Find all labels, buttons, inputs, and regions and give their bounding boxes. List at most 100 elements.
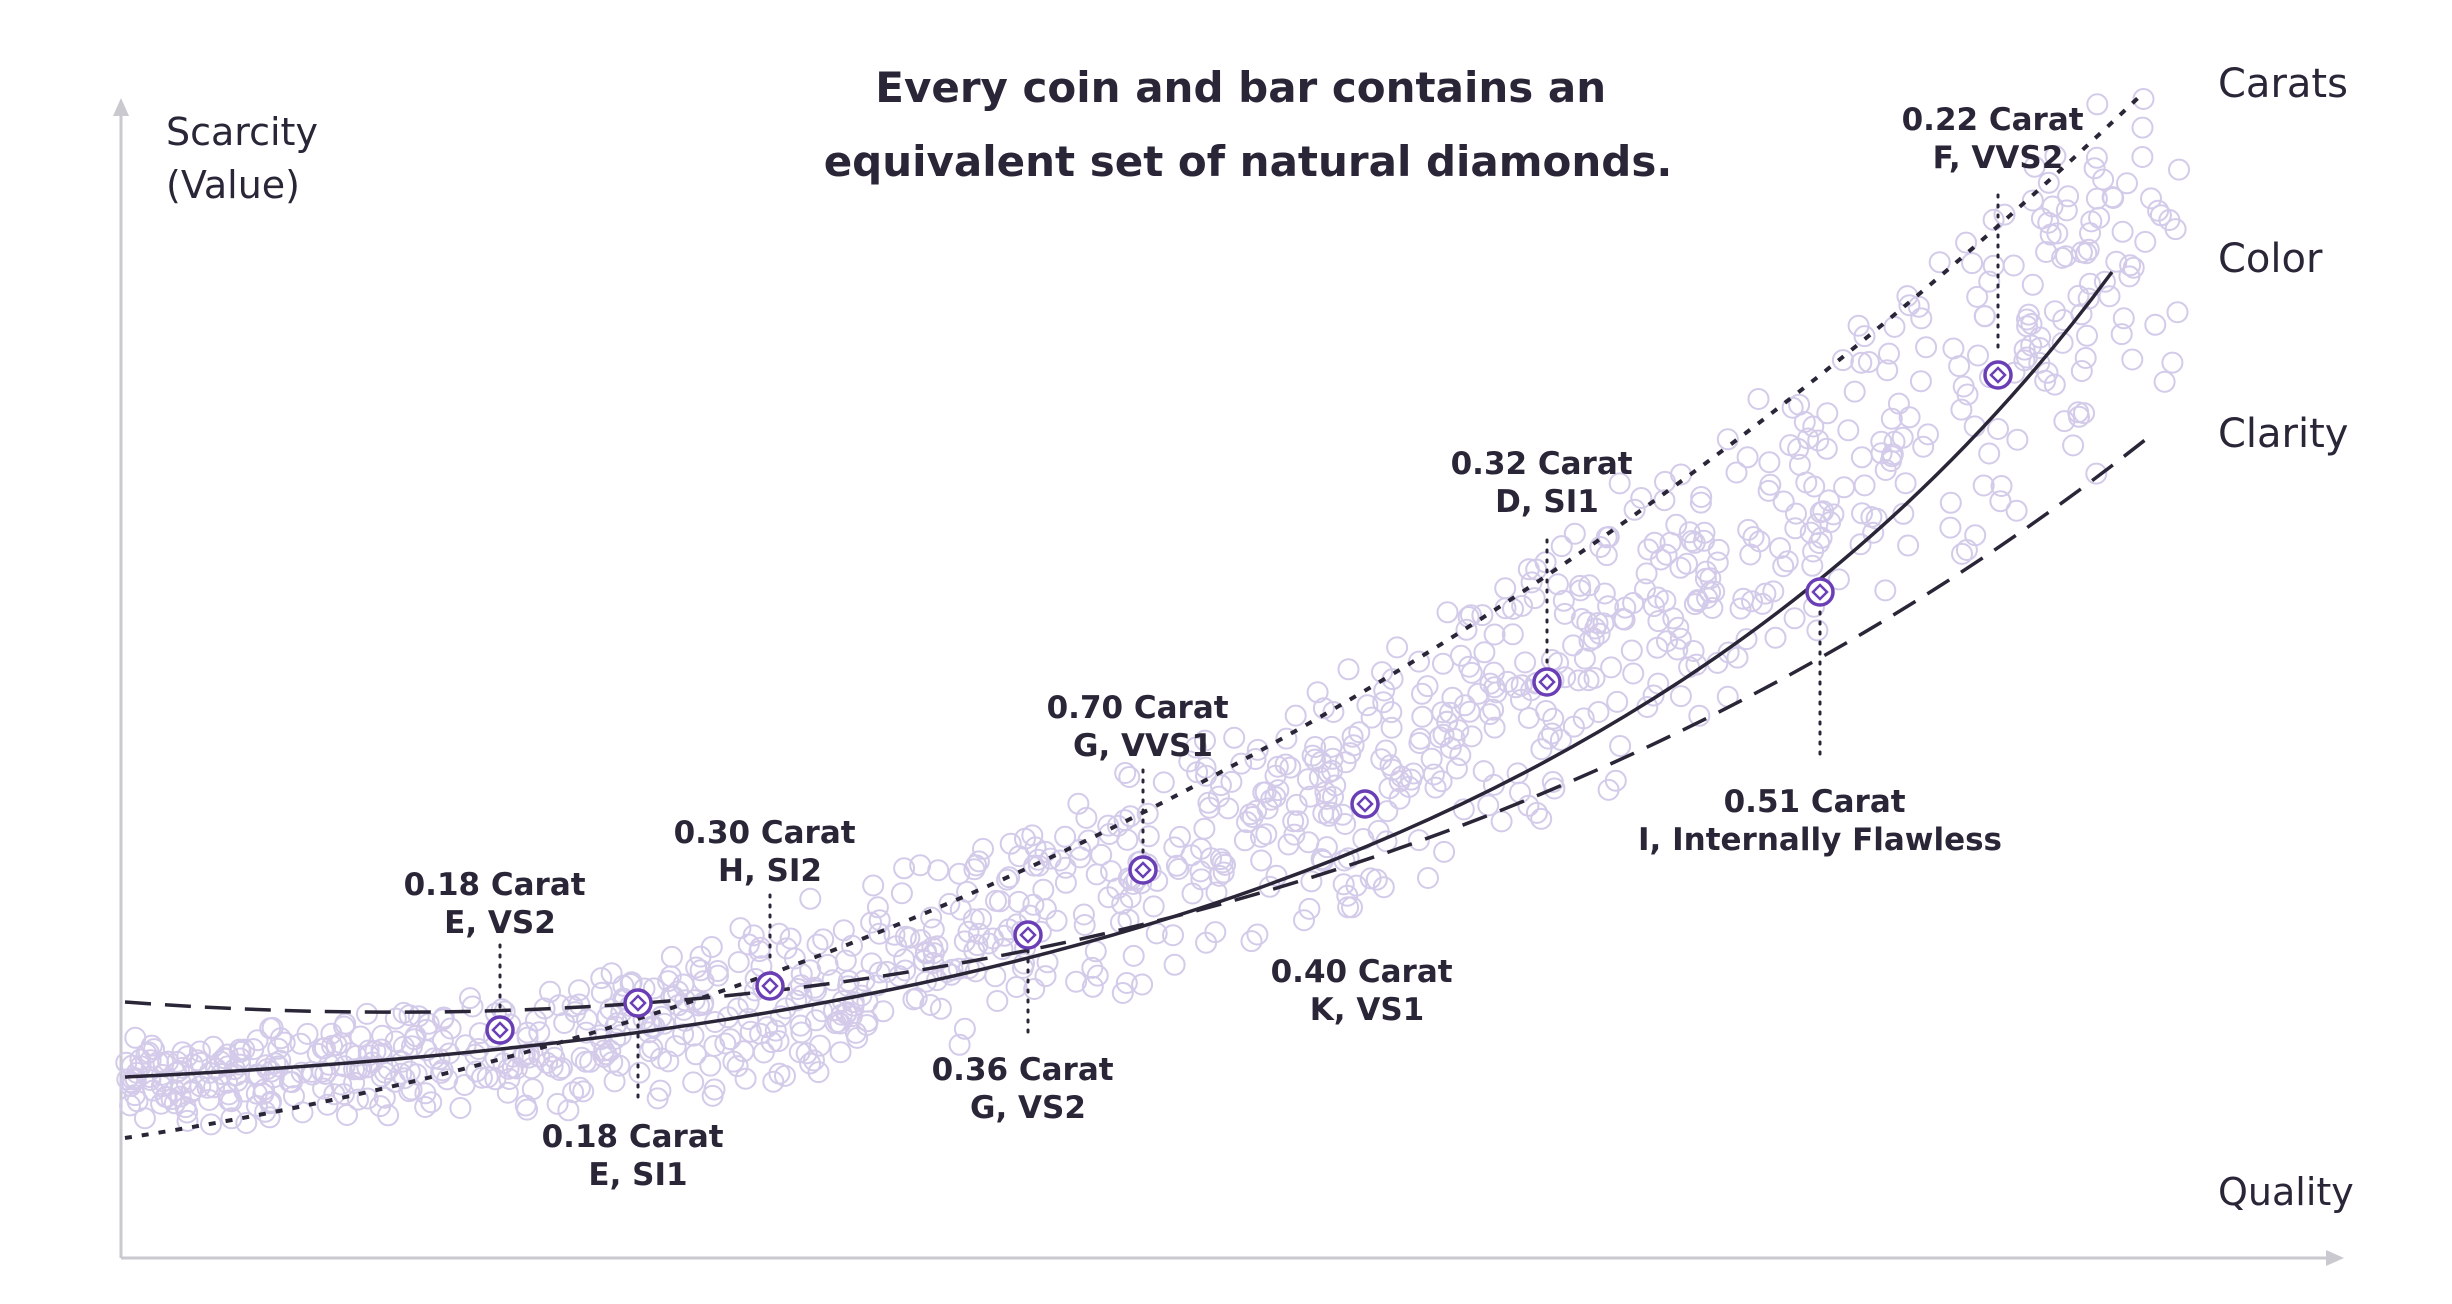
scatter-point <box>2006 428 2029 451</box>
scatter-point <box>2166 301 2189 324</box>
scatter-point <box>1917 423 1939 446</box>
scatter-point <box>808 1034 831 1057</box>
scatter-point <box>1321 747 1344 770</box>
scatter-point <box>1748 530 1771 553</box>
scatter-point <box>1683 593 1706 616</box>
scatter-point <box>1282 810 1305 833</box>
scatter-point <box>449 1097 472 1119</box>
scatter-point <box>1993 203 2016 226</box>
curve-label-clarity: Clarity <box>2218 411 2348 457</box>
scatter-point <box>1847 314 1870 337</box>
scatter-point <box>1659 531 1682 554</box>
scatter-point <box>1449 744 1472 767</box>
scatter-point <box>1086 964 1109 987</box>
curve-label-color: Color <box>2218 236 2323 282</box>
scatter-point <box>1284 704 1307 727</box>
scatter-point <box>2144 313 2167 336</box>
scatter-point <box>1054 825 1077 848</box>
scatter-point <box>1643 531 1666 554</box>
scatter-point <box>323 1083 346 1106</box>
scatter-point <box>1572 707 1595 730</box>
scatter-point <box>1482 698 1505 721</box>
scatter-point <box>641 1037 664 1059</box>
scatter-point <box>1795 471 1818 494</box>
scatter-point <box>1131 973 1154 996</box>
scatter-point <box>914 970 937 993</box>
scatter-point <box>1007 890 1030 913</box>
scatter-point <box>1239 803 1262 826</box>
scatter-point <box>1045 909 1068 932</box>
scatter-point <box>2131 116 2154 139</box>
scatter-point <box>2102 187 2125 209</box>
scatter-point <box>200 1113 222 1136</box>
scatter-point <box>1097 886 1120 909</box>
scatter-point <box>1315 836 1338 859</box>
scatter-point <box>1065 970 1088 993</box>
scatter-point <box>1978 442 2001 465</box>
scatter-point <box>834 949 857 972</box>
scatter-point <box>1477 794 1500 817</box>
scatter-point <box>1982 208 2005 231</box>
scatter-point <box>1883 430 1906 453</box>
scatter-point <box>2030 207 2053 230</box>
annotation-label: 0.18 Carat E, VS2 <box>404 867 597 941</box>
scatter-point <box>528 1045 551 1068</box>
scatter-point <box>1707 538 1730 561</box>
scatter-point <box>860 911 883 934</box>
scatter-point <box>1233 829 1256 852</box>
scatter-point <box>1910 307 1933 330</box>
scatter-point <box>269 1027 292 1050</box>
scatter-point <box>1336 884 1359 907</box>
scatter-point <box>1510 688 1532 711</box>
scatter-point <box>1772 555 1795 578</box>
scatter-point <box>1990 475 2013 497</box>
scatter-point <box>1870 430 1893 453</box>
scatter-point <box>1194 729 1216 752</box>
scatter-point <box>642 977 665 1000</box>
scatter-point <box>1736 446 1759 469</box>
scatter-point <box>1034 965 1057 988</box>
scatter-point <box>1642 595 1665 618</box>
scatter-point <box>2021 189 2044 212</box>
scatter-point <box>140 1034 163 1057</box>
scatter-point <box>1453 694 1476 717</box>
scatter-point <box>233 1038 256 1061</box>
scatter-point <box>775 937 798 960</box>
scatter-point <box>1195 931 1218 954</box>
scatter-point <box>603 1070 626 1093</box>
scatter-point <box>1430 770 1453 793</box>
scatter-point <box>2085 146 2108 169</box>
scatter-point <box>646 1087 669 1110</box>
scatter-point <box>1114 762 1137 784</box>
scatter-point <box>1655 543 1678 566</box>
diamond-marker <box>623 988 653 1018</box>
scatter-point <box>1073 914 1096 936</box>
scatter-point <box>1613 608 1636 631</box>
scatter-point <box>1530 807 1553 830</box>
scatter-point <box>1784 517 1807 540</box>
scatter-point <box>1372 876 1395 899</box>
scatter-point <box>120 1071 142 1094</box>
scatter-point <box>1275 727 1298 750</box>
scatter-point <box>1332 873 1355 896</box>
scatter-point <box>1297 831 1320 854</box>
scatter-point <box>1850 351 1873 374</box>
scatter-point <box>1186 761 1209 784</box>
scatter-point <box>1540 649 1563 671</box>
scatter-point <box>430 1061 452 1084</box>
scatter-point <box>459 987 481 1010</box>
scatter-point <box>1642 684 1665 707</box>
scatter-point <box>1912 435 1935 458</box>
scatter-point <box>1833 476 1856 499</box>
annotation-labels: 0.18 Carat E, VS2 0.18 Carat E, SI1 0.30… <box>404 102 2084 1193</box>
scatter-point <box>347 1088 369 1111</box>
scatter-point <box>188 1040 211 1063</box>
scatter-point <box>235 1112 258 1134</box>
scatter-point <box>220 1107 243 1130</box>
scatter-point <box>2044 145 2067 167</box>
scatter-point <box>1431 701 1454 724</box>
scatter-point <box>1244 748 1267 770</box>
scatter-point <box>1595 544 1618 567</box>
scatter-point <box>2075 242 2098 265</box>
scatter-point <box>1370 748 1393 771</box>
